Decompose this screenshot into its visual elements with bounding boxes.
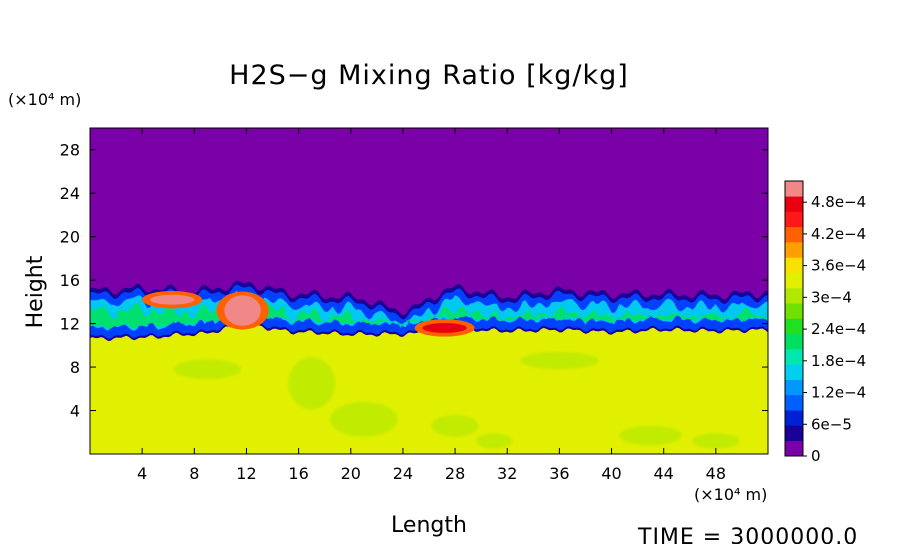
y-tick-label: 28 (60, 141, 80, 160)
y-tick-label: 8 (70, 358, 80, 377)
x-tick-label: 48 (706, 464, 726, 483)
colorbar-segment (785, 349, 803, 365)
cloud-cyan-band (90, 290, 768, 331)
lower-layer-texture-blob (520, 351, 599, 370)
colorbar-segment (785, 425, 803, 442)
x-tick-label: 36 (549, 464, 569, 483)
colorbar-tick-label: 3e−4 (811, 288, 852, 306)
y-ticks (90, 149, 768, 412)
lower-layer-texture-blob (329, 401, 398, 437)
colorbar-segment (785, 394, 803, 411)
y-tick-label: 12 (60, 315, 80, 334)
x-axis-label: Length (391, 513, 467, 538)
colorbar-segment (785, 440, 803, 457)
x-tick-label: 44 (654, 464, 674, 483)
colorbar (784, 180, 807, 457)
x-tick-label: 28 (445, 464, 465, 483)
x-tick-label: 24 (393, 464, 413, 483)
colorbar-segment (785, 410, 803, 426)
high-value-patch (224, 295, 261, 326)
y-tick-label: 24 (60, 184, 80, 203)
colorbar-segment (785, 196, 803, 212)
lower-layer-texture-blob (692, 433, 740, 449)
y-tick-labels: 4 8 12 16 20 24 28 (60, 141, 80, 421)
colorbar-tick-label: 4.2e−4 (811, 225, 866, 243)
colorbar-segment (785, 364, 803, 380)
x-tick-label: 40 (601, 464, 621, 483)
x-ticks (141, 128, 717, 454)
x-tick-labels: 4 8 12 16 20 24 28 32 36 40 44 48 (137, 464, 726, 483)
x-tick-label: 12 (236, 464, 256, 483)
colorbar-segment (785, 242, 803, 258)
high-value-patches (142, 291, 475, 337)
x-axis-units: (×10⁴ m) (694, 485, 767, 504)
lower-layer-texture-blob (431, 414, 479, 437)
colorbar-segment (785, 333, 803, 350)
x-tick-label: 32 (497, 464, 517, 483)
x-tick-label: 4 (137, 464, 147, 483)
lower-layer-fill (90, 324, 768, 454)
y-tick-label: 20 (60, 228, 80, 247)
high-value-patch (149, 294, 195, 305)
chart-title: H2S−g Mixing Ratio [kg/kg] (229, 60, 629, 91)
colorbar-tick-label: 4.8e−4 (811, 193, 866, 211)
lower-layer-texture (173, 351, 740, 449)
colorbar-segment (785, 318, 803, 335)
colorbar-segment (785, 226, 803, 243)
x-tick-label: 20 (341, 464, 361, 483)
x-tick-label: 8 (189, 464, 199, 483)
colorbar-tick-label: 6e−5 (811, 415, 852, 433)
colorbar-tick-label: 3.6e−4 (811, 257, 866, 275)
colorbar-tick-label: 1.8e−4 (811, 352, 866, 370)
colorbar-segment (785, 211, 803, 228)
lower-layer-texture-blob (288, 357, 336, 410)
colorbar-segment (785, 272, 803, 289)
colorbar-tick-label: 2.4e−4 (811, 320, 866, 338)
y-tick-label: 16 (60, 271, 80, 290)
y-axis-label: Height (23, 255, 48, 328)
colorbar-segment (785, 287, 803, 304)
colorbar-segment (785, 303, 803, 319)
y-tick-label: 4 (70, 402, 80, 421)
colorbar-border (784, 180, 804, 457)
colorbar-tick-label: 1.2e−4 (811, 384, 866, 402)
plot-border (89, 127, 769, 455)
colorbar-segment (785, 379, 803, 396)
lower-layer-texture-blob (619, 425, 682, 446)
x-tick-label: 16 (288, 464, 308, 483)
colorbar-segment (785, 181, 803, 197)
y-axis-units: (×10⁴ m) (8, 90, 81, 109)
lower-layer-texture-blob (475, 433, 513, 449)
colorbar-tick-label: 0 (811, 447, 821, 465)
high-value-patch (422, 323, 467, 333)
time-annotation: TIME = 3000000.0 (637, 525, 858, 544)
colorbar-segment (785, 257, 803, 273)
lower-layer-texture-blob (173, 359, 242, 380)
plot-area (90, 128, 768, 454)
colorbar-labels: 0 6e−5 1.2e−4 1.8e−4 2.4e−4 3e−4 3.6e−4 4.2e−4 4… (811, 193, 866, 465)
